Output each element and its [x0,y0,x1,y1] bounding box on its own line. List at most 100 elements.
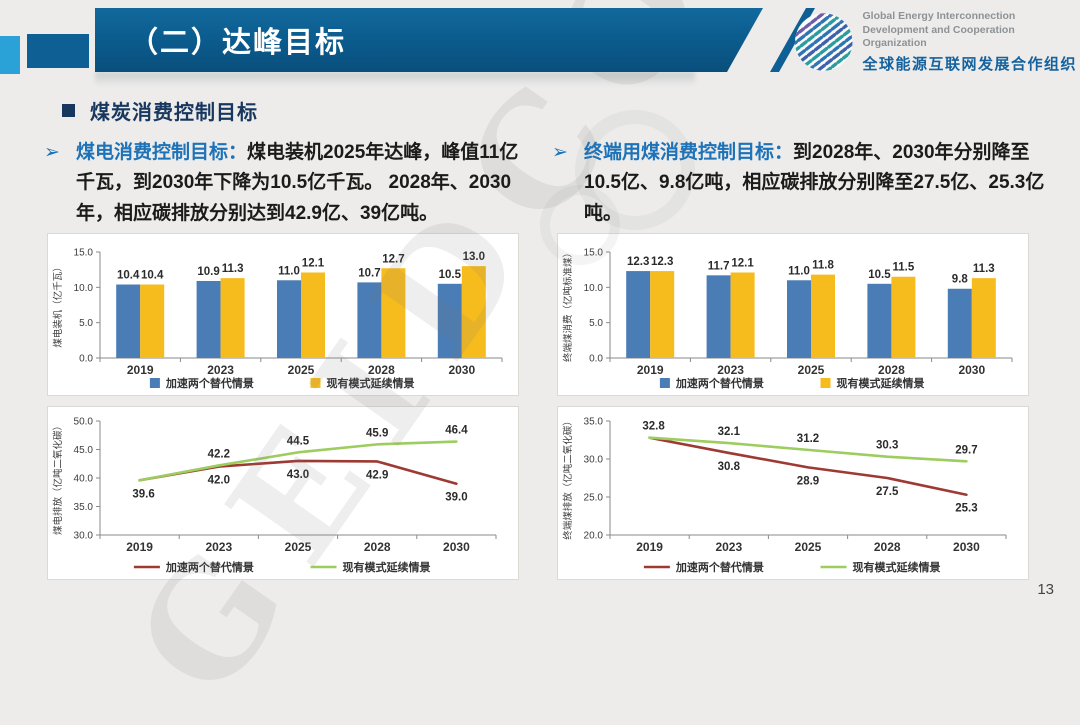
section-bullet-square-icon [62,104,75,117]
bar-series-1 [650,271,996,358]
x-tick-label: 2019 [636,540,663,554]
y-tick-label: 30.0 [74,531,94,542]
org-name-en-line1: Global Energy Interconnection [862,10,1016,22]
bar-value-label: 11.7 [708,260,730,272]
section-title: 煤炭消费控制目标 [90,102,258,124]
bullet-body: 煤电装机2025年达峰，峰值11亿千瓦，到2030年下降为10.5亿千瓦。 20… [76,142,519,224]
y-axis-label: 煤电排放（亿吨二氧化碳） [52,421,64,535]
bar-value-label: 10.4 [141,270,164,282]
point-value-label: 42.9 [366,469,388,481]
bullet-terminal-coal-target: ➢ 终端用煤消费控制目标：到2028年、2030年分别降至10.5亿、9.8亿吨… [548,138,1064,229]
y-tick-label: 25.0 [584,493,604,504]
y-tick-label: 0.0 [589,354,603,365]
legend-label: 加速两个替代情景 [165,376,254,390]
line-series-1 [648,436,968,463]
bar [196,280,221,358]
chart-panel-terminal-coal-consumption: 0.0 5.0 10.0 15.0 终端煤消费（亿吨标准煤） 2019 2023 2025 20… [557,233,1029,396]
line-series-1 [138,440,458,482]
org-name-zh: 全球能源互联网发展合作组织 [862,55,1077,73]
point-value-label: 32.8 [642,421,665,433]
y-tick-label: 5.0 [589,318,603,329]
legend-label: 现有模式延续情景 [837,376,925,390]
point-value-label: 30.3 [876,440,898,452]
bullet-arrow-icon: ➢ [44,142,60,163]
bar-value-label: 9.8 [952,274,969,286]
bar-value-label: 10.9 [197,266,219,278]
bar-series-0 [626,271,972,358]
y-tick-label: 40.0 [74,474,94,485]
x-tick-label: 2028 [368,363,395,377]
legend-label: 加速两个替代情景 [675,560,764,574]
point-value-label: 45.9 [366,427,388,439]
bar [971,278,996,358]
x-tick-label: 2019 [637,363,664,377]
bullet-body: 到2028年、2030年分别降至10.5亿、9.8亿吨，相应碳排放分别降至27.… [584,142,1045,224]
x-tick-label: 2028 [878,363,905,377]
bullet-lead: 煤电消费控制目标： [76,142,248,163]
x-tick-label: 2025 [798,363,825,377]
bar [811,274,835,358]
bar-value-label: 11.3 [973,263,995,275]
y-tick-label: 15.0 [74,248,94,259]
bar-value-label: 13.0 [463,251,485,263]
x-tick-label: 2023 [205,540,232,554]
x-tick-label: 2030 [448,363,475,377]
header-banner-shadow [95,72,695,86]
bullet-arrow-icon: ➢ [552,142,568,163]
point-value-label: 39.0 [445,492,467,504]
page-title: （二）达峰目标 [129,27,347,59]
bar [220,278,245,358]
chart-panel-coal-power-emissions: 30.0 35.0 40.0 45.0 50.0 煤电排放（亿吨二氧化碳） 2019 2023… [47,406,519,580]
bar-value-label: 11.8 [812,260,834,272]
legend-entry-1 [820,378,831,388]
y-tick-label: 0.0 [79,354,93,365]
x-tick-label: 2030 [953,540,980,554]
legend-label: 现有模式延续情景 [853,560,941,574]
bar-value-label: 10.4 [117,270,140,282]
org-logo: Global Energy Interconnection Developmen… [793,10,1080,74]
y-tick-label: 15.0 [584,248,604,259]
y-tick-label: 20.0 [584,531,604,542]
x-tick-label: 2030 [443,540,470,554]
point-value-label: 42.2 [208,448,230,460]
x-tick-label: 2019 [126,540,153,554]
x-tick-label: 2023 [715,540,742,554]
bar [891,276,916,358]
y-tick-label: 30.0 [584,455,604,466]
point-value-label: 42.0 [208,475,230,487]
bar [706,275,731,358]
legend-entry-0 [149,378,160,388]
section-header: 煤炭消费控制目标 [62,96,258,125]
point-value-label: 30.8 [718,461,741,473]
bar [867,283,892,358]
bar [787,280,811,358]
bar-value-label: 10.5 [439,269,462,281]
point-value-label: 31.2 [797,433,819,445]
bar [626,271,651,358]
bar [140,284,165,358]
y-tick-label: 5.0 [79,318,93,329]
page-number: 13 [1037,581,1054,598]
x-tick-label: 2028 [364,540,391,554]
bar [730,272,755,358]
header-banner: （二）达峰目标 [95,8,763,72]
line-series-0 [648,436,968,497]
bar [301,272,325,358]
bar [947,288,972,358]
point-value-label: 29.7 [955,444,977,456]
bar-chart-svg: 0.0 5.0 10.0 15.0 终端煤消费（亿吨标准煤） 2019 2023 2025 20… [562,248,1013,390]
y-axis-label: 终端煤排放（亿吨二氧化碳） [562,416,574,540]
y-tick-label: 35.0 [74,502,94,513]
x-tick-label: 2025 [285,540,312,554]
legend-entry-1 [310,378,321,388]
x-tick-label: 2028 [874,540,901,554]
bar [650,271,675,358]
bar-value-label: 11.0 [278,265,300,277]
org-name-en-line2: Development and Cooperation Organization [862,23,1015,50]
chart-panel-coal-power-capacity: 0.0 5.0 10.0 15.0 煤电装机（亿千瓦） 2019 2023 2025 2028 2… [47,233,519,396]
point-value-label: 28.9 [797,475,819,487]
y-tick-label: 10.0 [584,283,604,294]
bar-chart-svg: 0.0 5.0 10.0 15.0 煤电装机（亿千瓦） 2019 2023 2025 2028 2… [52,248,503,390]
y-tick-label: 35.0 [584,417,604,428]
